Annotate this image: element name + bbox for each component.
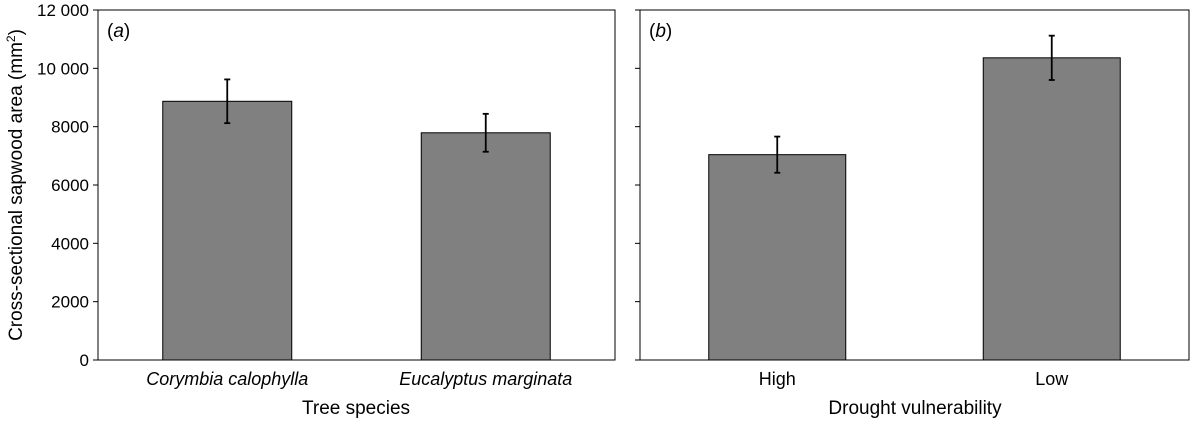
y-tick-label: 2000 — [51, 293, 89, 312]
panel-b-bars — [708, 34, 1121, 361]
bar — [420, 132, 551, 361]
panel-a-tag-close: ) — [124, 21, 130, 42]
panel-b-tag-letter: b — [655, 21, 666, 42]
panel-b: High Low (b) Drought vulnerability — [635, 9, 1190, 419]
panel-a-tag-open: ( — [107, 21, 114, 42]
category-label: Eucalyptus marginata — [399, 369, 572, 389]
y-tick-label: 10 000 — [37, 59, 89, 78]
y-axis-title: Cross-sectional sapwood area (mm2) — [4, 29, 27, 341]
panel-a-tag: (a) — [107, 21, 130, 42]
panel-a-y-ticks: 0 2000 4000 6000 8000 10 000 12 000 — [37, 1, 98, 370]
y-tick-label: 6000 — [51, 176, 89, 195]
panel-a-bars — [162, 78, 551, 361]
panel-b-x-axis-title: Drought vulnerability — [828, 398, 1002, 419]
panel-a: 0 2000 4000 6000 8000 10 000 12 000 Corymbia c… — [37, 1, 616, 419]
panel-a-x-axis-title: Tree species — [302, 398, 410, 419]
panel-b-categories: High Low — [759, 369, 1070, 389]
panel-a-categories: Corymbia calophylla Eucalyptus marginata — [146, 369, 572, 389]
y-tick-label: 12 000 — [37, 1, 89, 20]
panel-a-tag-letter: a — [113, 21, 124, 42]
y-axis-title-text: Cross-sectional sapwood area (mm — [6, 42, 27, 341]
category-label: Low — [1035, 369, 1069, 389]
panel-b-tag: (b) — [649, 21, 672, 42]
y-tick-label: 4000 — [51, 234, 89, 253]
category-label: High — [759, 369, 796, 389]
bar — [162, 100, 293, 361]
bar — [982, 57, 1121, 361]
y-axis-title-superscript: 2 — [4, 35, 18, 42]
bar — [708, 154, 847, 361]
y-tick-label: 8000 — [51, 118, 89, 137]
panel-b-y-ticks — [635, 9, 640, 361]
panel-b-tag-close: ) — [666, 21, 672, 42]
panel-b-tag-open: ( — [649, 21, 656, 42]
y-tick-label: 0 — [80, 351, 89, 370]
category-label: Corymbia calophylla — [146, 369, 308, 389]
y-axis-title-close: ) — [6, 29, 27, 35]
